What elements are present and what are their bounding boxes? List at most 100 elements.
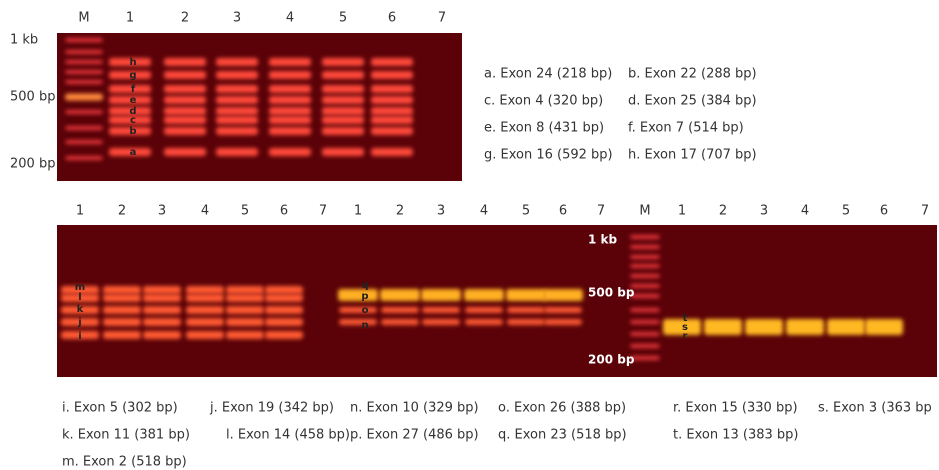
- band: [61, 318, 99, 326]
- band: [216, 96, 258, 104]
- band: [143, 286, 181, 294]
- band: [186, 294, 224, 302]
- lane-label: 4: [201, 204, 209, 219]
- band: [226, 306, 264, 314]
- band: [143, 294, 181, 302]
- band: [143, 306, 181, 314]
- band-letter: j: [77, 317, 81, 328]
- band-letter: i: [78, 331, 81, 342]
- band: [103, 306, 141, 314]
- band: [630, 308, 660, 312]
- legend-item: g. Exon 16 (592 bp): [484, 148, 613, 163]
- band: [371, 116, 413, 124]
- band: [265, 318, 303, 326]
- marker-label: 500 bp: [10, 90, 55, 105]
- band: [143, 331, 181, 339]
- band-letter: l: [78, 292, 81, 303]
- band: [338, 289, 378, 301]
- band: [265, 286, 303, 294]
- lane-label: 4: [480, 204, 488, 219]
- band: [630, 356, 660, 360]
- lane-label: 6: [280, 204, 288, 219]
- lane-label: 4: [286, 11, 294, 26]
- band: [216, 71, 258, 79]
- band: [269, 116, 311, 124]
- band: [381, 307, 419, 313]
- legend-item: d. Exon 25 (384 bp): [628, 94, 757, 109]
- band: [164, 127, 206, 135]
- band: [65, 110, 103, 114]
- legend-item: p. Exon 27 (486 bp): [350, 428, 479, 443]
- band: [65, 70, 103, 74]
- band-letter: t: [683, 313, 688, 324]
- band: [786, 319, 824, 335]
- band: [61, 331, 99, 339]
- band: [226, 331, 264, 339]
- band-letter: o: [362, 305, 369, 316]
- band: [339, 319, 377, 325]
- legend-item: s. Exon 3 (363 bp: [818, 401, 932, 416]
- band: [109, 85, 151, 93]
- lane-label: 7: [597, 204, 605, 219]
- legend-item: h. Exon 17 (707 bp): [628, 148, 757, 163]
- legend-item: t. Exon 13 (383 bp): [673, 428, 798, 443]
- band: [109, 71, 151, 79]
- band: [506, 289, 546, 301]
- legend-item: r. Exon 15 (330 bp): [673, 401, 798, 416]
- band: [164, 107, 206, 115]
- band: [65, 140, 103, 144]
- lane-label: 2: [719, 204, 727, 219]
- lane-label: 3: [233, 11, 241, 26]
- lane-label: 7: [438, 11, 446, 26]
- band: [164, 71, 206, 79]
- band: [109, 96, 151, 104]
- band: [109, 116, 151, 124]
- band: [630, 235, 660, 239]
- lane-label: 5: [241, 204, 249, 219]
- band: [109, 58, 151, 66]
- band-letter: b: [129, 126, 136, 137]
- marker-label: 200 bp: [10, 157, 55, 172]
- band: [422, 319, 460, 325]
- band: [322, 107, 364, 115]
- band-letter: s: [682, 322, 688, 333]
- band: [269, 58, 311, 66]
- band: [269, 127, 311, 135]
- band-letter: h: [129, 57, 136, 68]
- lane-label: 2: [181, 11, 189, 26]
- band: [381, 319, 419, 325]
- band: [103, 294, 141, 302]
- marker-label: 1 kb: [588, 233, 618, 247]
- band: [61, 306, 99, 314]
- band: [216, 127, 258, 135]
- band: [164, 148, 206, 156]
- band-letter: r: [683, 331, 688, 342]
- band: [371, 85, 413, 93]
- band: [322, 71, 364, 79]
- lane-label: 6: [559, 204, 567, 219]
- band: [465, 319, 503, 325]
- band: [745, 319, 783, 335]
- band: [464, 289, 504, 301]
- legend-item: a. Exon 24 (218 bp): [484, 67, 612, 82]
- band: [216, 58, 258, 66]
- band: [421, 289, 461, 301]
- band: [322, 96, 364, 104]
- band: [65, 126, 103, 130]
- band: [65, 156, 103, 160]
- band: [216, 116, 258, 124]
- legend-item: j. Exon 19 (342 bp): [209, 401, 334, 416]
- band-letter: d: [129, 106, 136, 117]
- band: [322, 148, 364, 156]
- band: [339, 307, 377, 313]
- band-letter: c: [130, 115, 136, 126]
- band: [371, 127, 413, 135]
- band: [109, 127, 151, 135]
- band: [371, 71, 413, 79]
- band: [226, 318, 264, 326]
- lane-label: 2: [118, 204, 126, 219]
- legend-item: n. Exon 10 (329 bp): [350, 401, 479, 416]
- band: [216, 85, 258, 93]
- legend-item: c. Exon 4 (320 bp): [484, 94, 603, 109]
